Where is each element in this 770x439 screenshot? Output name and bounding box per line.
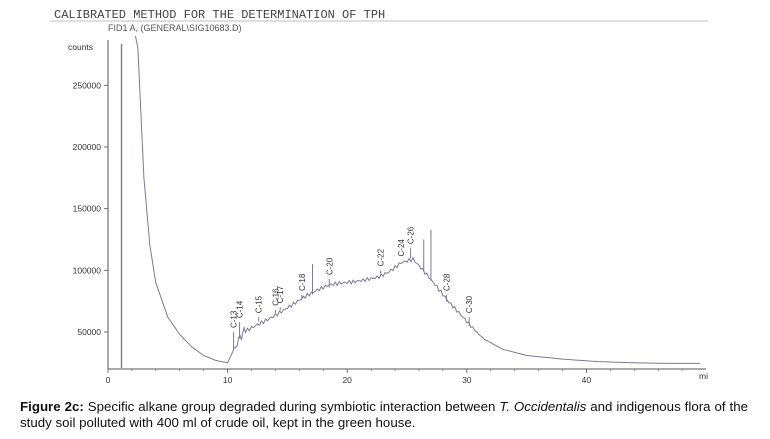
- x-tick-label: 20: [342, 375, 352, 385]
- y-axis-label: counts: [68, 42, 93, 52]
- caption-label: Figure 2c:: [20, 399, 84, 414]
- y-tick-label: 100000: [73, 265, 102, 275]
- peak-label: C-24: [397, 239, 406, 257]
- signal-subtitle: FID1 A, (GENERAL\SIG10683.D): [108, 23, 242, 33]
- peak-labels: C-13C-14 C-15 C-16C-17 C-18 C-20 C-22 C-24C-26…: [230, 226, 475, 328]
- chromatogram-trace: [135, 35, 700, 364]
- peak-label: C-13: [230, 310, 239, 328]
- chart-title: CALIBRATED METHOD FOR THE DETERMINATION …: [54, 8, 385, 22]
- figure-caption: Figure 2c: Specific alkane group degrade…: [20, 399, 748, 431]
- peak-spikes: [233, 229, 470, 350]
- caption-text-after: and indigenous flora of the study soil p…: [20, 399, 749, 430]
- peak-label: C-14: [236, 300, 245, 318]
- peak-label: C-20: [325, 257, 334, 275]
- y-axis-ticks: 50000 100000 150000 200000 250000: [73, 80, 108, 337]
- peak-label: C-28: [443, 273, 452, 291]
- peak-label: C-17: [276, 285, 285, 303]
- peak-label: C-16: [271, 288, 280, 306]
- x-axis-ticks: 0 10 20 30 40: [106, 369, 683, 385]
- peak-label: C-22: [377, 248, 386, 266]
- x-unit-label: mi: [699, 371, 708, 381]
- caption-text-before: Specific alkane group degraded during sy…: [83, 399, 500, 414]
- peak-label: C-26: [407, 226, 416, 244]
- peak-label: C-30: [465, 295, 474, 313]
- chromatogram-figure: CALIBRATED METHOD FOR THE DETERMINATION …: [50, 8, 708, 385]
- x-tick-label: 10: [223, 375, 233, 385]
- y-tick-label: 50000: [77, 327, 101, 337]
- y-tick-label: 200000: [73, 142, 102, 152]
- y-tick-label: 150000: [73, 204, 102, 214]
- caption-species: T. Occidentalis: [499, 399, 587, 414]
- peak-label: C-18: [298, 273, 307, 291]
- x-tick-label: 30: [462, 375, 472, 385]
- x-tick-label: 40: [582, 375, 592, 385]
- y-tick-label: 250000: [73, 80, 102, 90]
- peak-label: C-15: [255, 295, 264, 313]
- x-tick-label: 0: [106, 375, 111, 385]
